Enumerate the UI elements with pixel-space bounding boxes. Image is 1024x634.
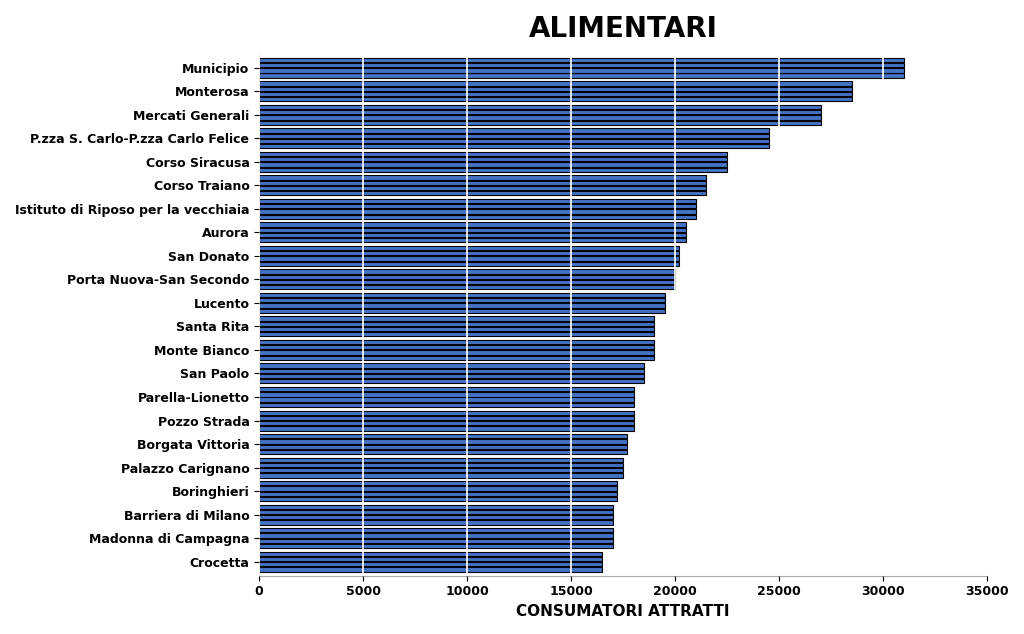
Bar (259, 134, 769, 138)
Bar (259, 58, 904, 62)
Bar (259, 481, 617, 486)
Bar (259, 181, 707, 185)
Bar (259, 251, 679, 256)
Bar (259, 238, 686, 242)
Bar (259, 309, 665, 313)
Bar (259, 199, 696, 203)
Bar (259, 505, 612, 509)
Bar (259, 398, 634, 402)
Bar (259, 562, 602, 566)
Bar (259, 223, 686, 227)
Bar (259, 204, 696, 209)
Bar (259, 74, 904, 78)
Bar (259, 304, 665, 307)
Bar (259, 332, 654, 337)
Bar (259, 345, 654, 349)
Bar (259, 144, 769, 148)
Bar (259, 552, 602, 556)
Bar (259, 157, 727, 162)
Bar (259, 298, 665, 302)
Bar (259, 162, 727, 167)
Bar (259, 356, 654, 360)
Bar (259, 214, 696, 219)
Bar (259, 351, 654, 355)
Bar (259, 497, 617, 501)
Bar (259, 209, 696, 214)
Bar (259, 426, 634, 430)
Bar (259, 152, 727, 156)
Bar (259, 228, 686, 232)
Bar (259, 139, 769, 143)
Bar (259, 538, 612, 543)
Bar (259, 450, 628, 454)
Bar (259, 81, 852, 86)
Bar (259, 256, 679, 261)
Bar (259, 444, 628, 449)
Bar (259, 321, 654, 326)
Bar (259, 63, 904, 67)
Bar (259, 416, 634, 420)
Bar (259, 275, 675, 279)
Bar (259, 369, 644, 373)
Bar (259, 186, 707, 190)
Bar (259, 567, 602, 572)
Bar (259, 128, 769, 133)
Bar (259, 463, 624, 467)
Bar (259, 374, 644, 378)
Bar (259, 363, 644, 368)
Bar (259, 293, 665, 297)
Bar (259, 86, 852, 91)
Bar (259, 392, 634, 396)
Bar (259, 387, 634, 391)
Bar (259, 105, 821, 109)
Bar (259, 115, 821, 120)
Bar (259, 233, 686, 237)
Bar (259, 510, 612, 514)
Bar (259, 468, 624, 472)
Bar (259, 491, 617, 496)
Bar (259, 191, 707, 195)
Bar (259, 68, 904, 72)
Bar (259, 528, 612, 533)
Bar (259, 439, 628, 444)
Bar (259, 544, 612, 548)
Bar (259, 434, 628, 438)
Bar (259, 557, 602, 561)
Title: ALIMENTARI: ALIMENTARI (528, 15, 718, 43)
Bar (259, 340, 654, 344)
X-axis label: CONSUMATORI ATTRATTI: CONSUMATORI ATTRATTI (516, 604, 730, 619)
Bar (259, 92, 852, 96)
Bar (259, 521, 612, 524)
Bar (259, 262, 679, 266)
Bar (259, 458, 624, 462)
Bar (259, 327, 654, 331)
Bar (259, 176, 707, 179)
Bar (259, 486, 617, 491)
Bar (259, 120, 821, 125)
Bar (259, 411, 634, 415)
Bar (259, 97, 852, 101)
Bar (259, 167, 727, 172)
Bar (259, 379, 644, 384)
Bar (259, 285, 675, 289)
Bar (259, 515, 612, 519)
Bar (259, 533, 612, 538)
Bar (259, 110, 821, 114)
Bar (259, 403, 634, 407)
Bar (259, 473, 624, 477)
Bar (259, 269, 675, 274)
Bar (259, 316, 654, 321)
Bar (259, 421, 634, 425)
Bar (259, 280, 675, 284)
Bar (259, 246, 679, 250)
